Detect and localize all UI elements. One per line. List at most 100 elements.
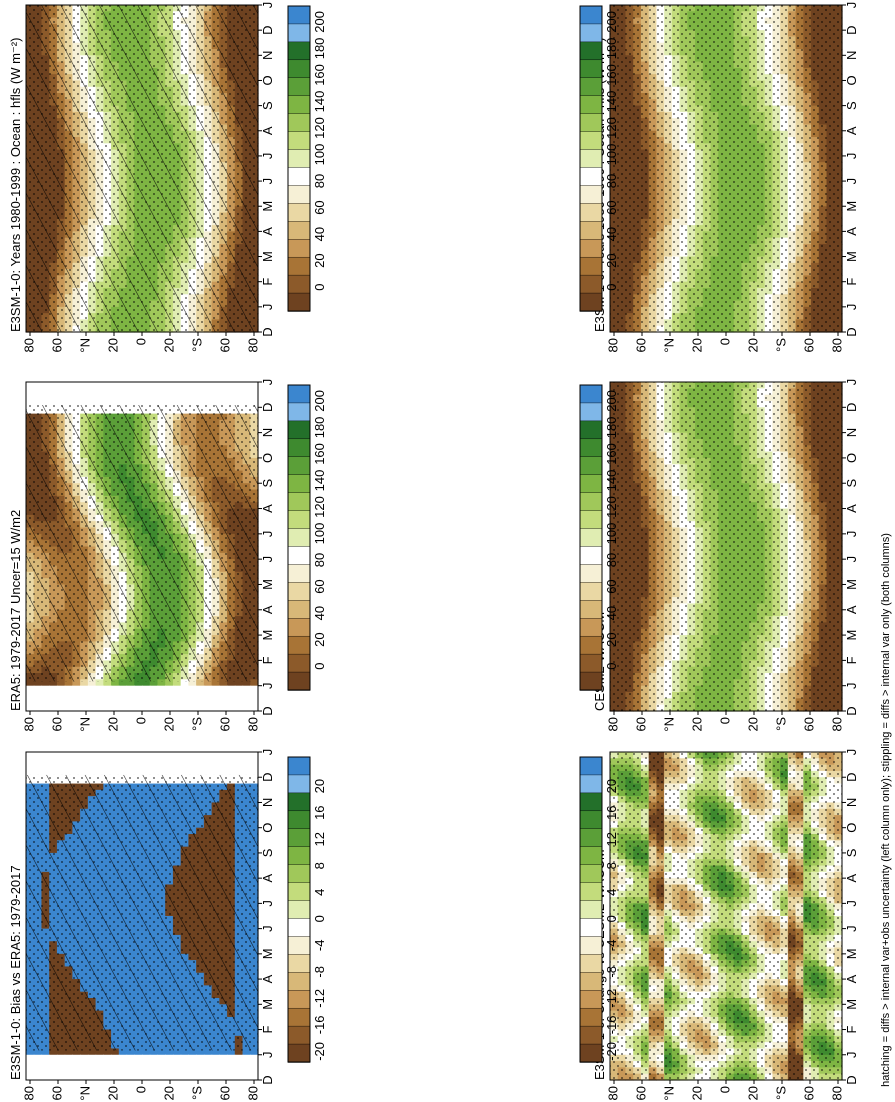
month-tick-label: S	[260, 479, 275, 488]
month-tick-label: D	[844, 25, 859, 34]
heat-cell	[103, 685, 112, 693]
heat-cell	[126, 394, 135, 402]
heat-cell	[103, 679, 112, 687]
heat-cell	[126, 685, 135, 693]
heat-cell	[188, 698, 197, 706]
heat-cell	[250, 679, 259, 687]
lat-tick-label: °S	[773, 338, 788, 352]
heat-cell	[56, 394, 66, 402]
heat-cell	[203, 704, 213, 712]
heat-cell	[118, 698, 128, 706]
heat-cell	[242, 685, 251, 693]
month-tick-label: J	[844, 2, 859, 9]
heat-cell	[49, 394, 58, 402]
heat-cell	[72, 698, 81, 706]
heat-cell	[149, 698, 159, 706]
heat-cell	[196, 388, 205, 396]
lat-tick-label: 80	[245, 717, 260, 731]
heat-cell	[165, 394, 174, 402]
heat-cell	[87, 382, 97, 389]
lat-tick-label: 60	[49, 338, 64, 352]
heat-cell	[149, 388, 159, 396]
heat-cell	[87, 698, 97, 706]
heat-cell	[196, 679, 205, 687]
heat-cell	[227, 388, 236, 396]
month-tick-label: J	[260, 556, 275, 563]
month-tick-label: J	[260, 304, 275, 311]
heat-cell	[242, 400, 251, 408]
month-tick-label: M	[260, 579, 275, 590]
heat-cell	[250, 704, 259, 712]
heat-cell	[172, 692, 182, 699]
heat-cell	[26, 388, 35, 396]
heat-cell	[180, 394, 189, 402]
heat-cell	[26, 394, 35, 402]
heat-cell	[80, 679, 89, 687]
heat-cell	[41, 394, 50, 402]
heat-cell	[41, 704, 50, 712]
heat-cell	[250, 382, 259, 389]
heat-cell	[95, 685, 104, 693]
heat-cell	[103, 692, 112, 699]
month-tick-label: J	[260, 682, 275, 689]
lat-tick-label: 80	[21, 717, 36, 731]
heat-cell	[203, 685, 213, 693]
month-tick-label: D	[260, 403, 275, 412]
heat-cell	[219, 394, 228, 402]
heat-cell	[165, 685, 174, 693]
heat-cell	[64, 704, 73, 712]
heat-cell	[118, 400, 128, 408]
heat-cell	[188, 382, 197, 389]
lat-tick-label: 0	[133, 338, 148, 345]
heat-cell	[219, 679, 228, 687]
heat-cell	[219, 400, 228, 408]
heat-cell	[234, 704, 244, 712]
heat-cell	[165, 388, 174, 396]
heat-cell	[95, 394, 104, 402]
heat-cell	[95, 698, 104, 706]
heat-cell	[118, 388, 128, 396]
stipple-overlay	[610, 5, 842, 332]
heat-cell	[234, 394, 244, 402]
month-tick-label: J	[260, 531, 275, 538]
heat-cell	[33, 704, 43, 712]
heat-cell	[80, 685, 89, 693]
heat-cell	[26, 382, 35, 389]
heat-cell	[49, 685, 58, 693]
lat-tick-label: 20	[745, 338, 760, 352]
heat-cell	[111, 692, 120, 699]
heat-cell	[196, 704, 205, 712]
heat-cell	[95, 679, 104, 687]
heat-cell	[227, 698, 236, 706]
heat-cell	[64, 679, 73, 687]
heat-cell	[87, 394, 97, 402]
heat-cell	[118, 394, 128, 402]
heat-cell	[157, 382, 166, 389]
heat-cell	[87, 388, 97, 396]
heat-cell	[64, 394, 73, 402]
heat-cell	[111, 679, 120, 687]
heat-cell	[180, 382, 189, 389]
heat-cell	[172, 698, 182, 706]
heat-cell	[234, 698, 244, 706]
heat-cell	[87, 679, 97, 687]
heat-cell	[157, 698, 166, 706]
heat-cell	[72, 382, 81, 389]
month-tick-label: D	[260, 25, 275, 34]
heat-cell	[72, 388, 81, 396]
heat-cell	[203, 400, 213, 408]
heat-cell	[118, 704, 128, 712]
heat-cell	[242, 394, 251, 402]
heat-cell	[211, 698, 220, 706]
heat-cell	[118, 685, 128, 693]
lat-tick-label: 20	[105, 717, 120, 731]
heat-cell	[72, 704, 81, 712]
lat-tick-label: 0	[717, 338, 732, 345]
heat-cell	[126, 704, 135, 712]
heat-cell	[188, 400, 197, 408]
heat-cell	[172, 388, 182, 396]
month-tick-label: N	[844, 51, 859, 60]
heat-cell	[142, 388, 151, 396]
heat-cell	[80, 400, 89, 408]
